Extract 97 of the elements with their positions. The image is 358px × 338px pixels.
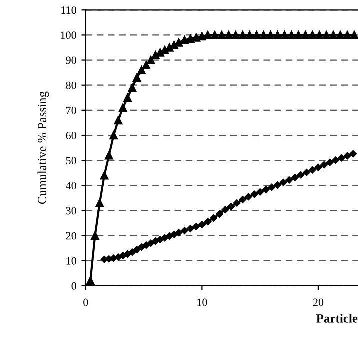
point [246, 31, 254, 40]
point [332, 156, 340, 164]
point [314, 164, 322, 172]
point [114, 116, 123, 125]
point [350, 31, 358, 40]
point [338, 154, 346, 162]
point [274, 182, 282, 189]
point [110, 131, 118, 140]
y-tick-label: 30 [66, 207, 76, 215]
y-tick-label: 50 [66, 157, 76, 165]
point [288, 31, 296, 40]
point [96, 199, 104, 208]
point [216, 210, 224, 218]
point [336, 31, 345, 40]
point [86, 276, 95, 286]
point [320, 161, 328, 169]
point [329, 31, 338, 40]
point [292, 174, 299, 182]
point [245, 193, 252, 201]
point [180, 36, 189, 44]
point [198, 32, 206, 41]
point [222, 206, 230, 214]
x-tick-label: 20 [313, 298, 324, 306]
point [326, 158, 334, 166]
point [350, 150, 357, 158]
point [124, 94, 132, 102]
point [232, 31, 240, 40]
point [315, 31, 324, 40]
point [309, 166, 316, 174]
y-axis-title: Cumulative % Passing [38, 92, 50, 204]
point [152, 238, 160, 245]
y-tick-label: 80 [66, 82, 76, 90]
point [218, 31, 226, 40]
y-tick-label: 20 [66, 232, 76, 240]
y-tick-label: 40 [66, 182, 76, 190]
point [198, 221, 206, 228]
point [274, 31, 282, 40]
point [268, 184, 276, 192]
point [322, 31, 331, 40]
y-tick-label: 110 [62, 6, 76, 14]
point [280, 31, 289, 40]
point [297, 171, 305, 179]
point [192, 34, 201, 42]
point [192, 223, 200, 230]
y-tick-label: 10 [66, 257, 76, 265]
point [308, 31, 317, 40]
point [138, 244, 146, 251]
point [303, 168, 310, 176]
point [132, 74, 142, 82]
point [138, 66, 146, 74]
point [105, 151, 114, 160]
point [239, 196, 247, 204]
x-tick-label: 10 [198, 298, 208, 306]
y-tick-label: 100 [61, 32, 76, 40]
point [114, 254, 122, 262]
point [266, 31, 275, 40]
point [250, 190, 258, 198]
point [124, 250, 132, 258]
point [228, 203, 235, 210]
point [344, 152, 352, 160]
point [262, 186, 270, 194]
point [210, 31, 220, 40]
point [170, 230, 178, 238]
point [256, 188, 264, 196]
point [238, 31, 248, 40]
point [186, 225, 194, 232]
point [252, 31, 262, 40]
point [156, 236, 164, 244]
point [100, 171, 109, 180]
point [128, 248, 136, 256]
point [181, 227, 188, 234]
point [128, 84, 137, 92]
point [302, 31, 310, 40]
point [146, 56, 156, 64]
point [142, 242, 150, 249]
point [210, 214, 218, 222]
point [166, 232, 174, 240]
point [204, 218, 212, 226]
point [286, 176, 294, 184]
point [142, 61, 151, 70]
point [233, 200, 241, 207]
point [175, 229, 183, 236]
point [133, 246, 141, 254]
y-tick-label: 0 [72, 282, 76, 290]
point [147, 240, 155, 247]
y-tick-label: 70 [66, 106, 76, 114]
point [260, 31, 268, 40]
point [224, 31, 234, 40]
point [294, 31, 303, 40]
point [280, 179, 288, 186]
point [91, 232, 100, 240]
y-tick-label: 90 [66, 56, 76, 64]
point [118, 104, 128, 112]
y-tick-label: 60 [66, 132, 76, 140]
point [343, 31, 352, 40]
x-tick-label: 0 [84, 298, 88, 306]
x-axis-title: Particle [316, 314, 358, 323]
